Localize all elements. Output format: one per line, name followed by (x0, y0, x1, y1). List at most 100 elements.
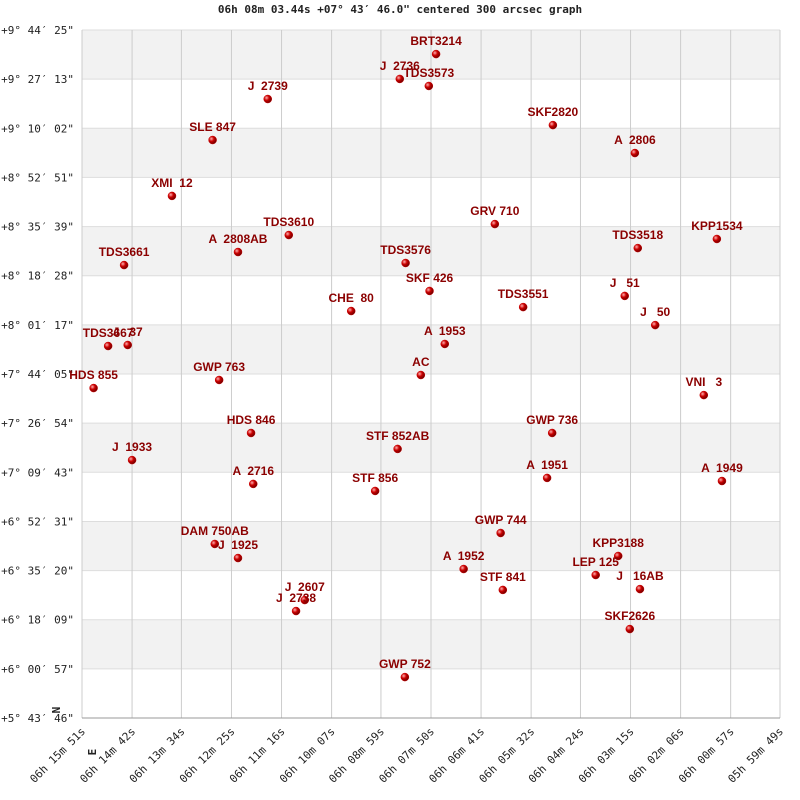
star (346, 306, 356, 316)
star (650, 320, 660, 330)
chart-title: 06h 08m 03.44s +07° 43′ 46.0" centered 3… (218, 3, 582, 16)
y-tick-label: +5° 43′ 46" (1, 712, 74, 725)
star (395, 74, 405, 84)
star-label: J 16AB (616, 569, 664, 583)
y-tick-label: +7° 09′ 43" (1, 466, 74, 479)
y-tick-label: +7° 26′ 54" (1, 417, 74, 430)
star (547, 428, 557, 438)
star (233, 247, 243, 257)
y-tick-label: +8° 35′ 39" (1, 221, 74, 234)
star (246, 428, 256, 438)
x-axis-label: E (86, 749, 99, 756)
y-tick-label: +8° 18′ 28" (1, 270, 74, 283)
star (284, 230, 294, 240)
star-label: J 2738 (276, 591, 316, 605)
star-label: A 2808AB (209, 232, 268, 246)
y-tick-label: +6° 52′ 31" (1, 515, 74, 528)
star (263, 94, 272, 104)
star-label: SKF 426 (406, 271, 454, 285)
star-label: TDS3610 (263, 215, 314, 229)
star-label: A 1952 (443, 549, 485, 563)
star-label: J 37 (113, 325, 143, 339)
star-label: J 1925 (218, 538, 258, 552)
star-label: BRT3214 (410, 34, 462, 48)
y-tick-label: +8° 01′ 17" (1, 319, 74, 332)
star (630, 148, 640, 158)
y-tick-label: +6° 18′ 09" (1, 614, 74, 627)
star-label: A 1953 (424, 324, 466, 338)
y-tick-label: +8° 52′ 51" (1, 171, 74, 184)
star (425, 286, 434, 296)
star-label: TDS3661 (99, 245, 150, 259)
star (498, 585, 508, 595)
star-label: TDS3518 (612, 228, 663, 242)
star (208, 135, 217, 145)
star (401, 258, 410, 268)
star-label: J 50 (640, 305, 670, 319)
star-label: SLE 847 (189, 120, 236, 134)
star (625, 624, 635, 634)
star (89, 383, 98, 393)
y-tick-label: +9° 10′ 02" (1, 122, 74, 135)
star (370, 486, 380, 496)
star (103, 341, 113, 351)
star (214, 375, 224, 385)
star (635, 584, 645, 594)
star (591, 570, 600, 580)
star (440, 339, 450, 349)
star-label: J 2739 (248, 79, 288, 93)
star (496, 528, 505, 538)
star (712, 234, 722, 244)
star (300, 595, 310, 605)
star-label: J 2607 (285, 580, 325, 594)
y-tick-label: +9° 44′ 25" (1, 24, 74, 37)
star-label: STF 841 (480, 570, 526, 584)
star-label: TDS3573 (403, 66, 454, 80)
star (490, 219, 500, 229)
star (291, 606, 301, 616)
star (620, 291, 629, 301)
y-tick-label: +6° 35′ 20" (1, 565, 74, 578)
star (431, 49, 441, 59)
star (400, 672, 410, 682)
star-label: GWP 763 (193, 360, 245, 374)
star-label: STF 856 (352, 471, 398, 485)
star (393, 444, 402, 454)
star (459, 564, 468, 574)
star-label: GWP 752 (379, 657, 431, 671)
star-label: GRV 710 (470, 204, 519, 218)
star-label: AC (412, 355, 430, 369)
star-label: J 2736 (380, 59, 420, 73)
star-label: LEP 125 (572, 555, 619, 569)
star (119, 260, 129, 270)
star-label: KPP1534 (691, 219, 743, 233)
star-label: STF 852AB (366, 429, 430, 443)
star-label: TDS3551 (498, 287, 549, 301)
star-label: GWP 736 (526, 413, 578, 427)
y-axis-label: N (50, 707, 63, 714)
y-tick-label: +9° 27′ 13" (1, 73, 74, 86)
star (518, 302, 528, 312)
star-label: A 2716 (232, 464, 274, 478)
star (699, 390, 709, 400)
star-label: TDS3667 (83, 326, 134, 340)
star (717, 476, 727, 486)
y-tick-label: +7° 44′ 05" (1, 368, 74, 381)
star-label: GWP 744 (475, 513, 527, 527)
star (613, 551, 623, 561)
star-label: CHE 80 (329, 291, 375, 305)
star (210, 539, 220, 549)
star (127, 455, 137, 465)
star (248, 479, 258, 489)
star-label: A 1951 (526, 458, 568, 472)
star (167, 191, 177, 201)
star-label: J 1933 (112, 440, 152, 454)
y-tick-label: +6° 00′ 57" (1, 663, 74, 676)
star-label: A 1949 (701, 461, 743, 475)
star-label: HDS 855 (69, 368, 118, 382)
star (548, 120, 558, 130)
star-label: HDS 846 (227, 413, 276, 427)
star-label: TDS3576 (380, 243, 431, 257)
